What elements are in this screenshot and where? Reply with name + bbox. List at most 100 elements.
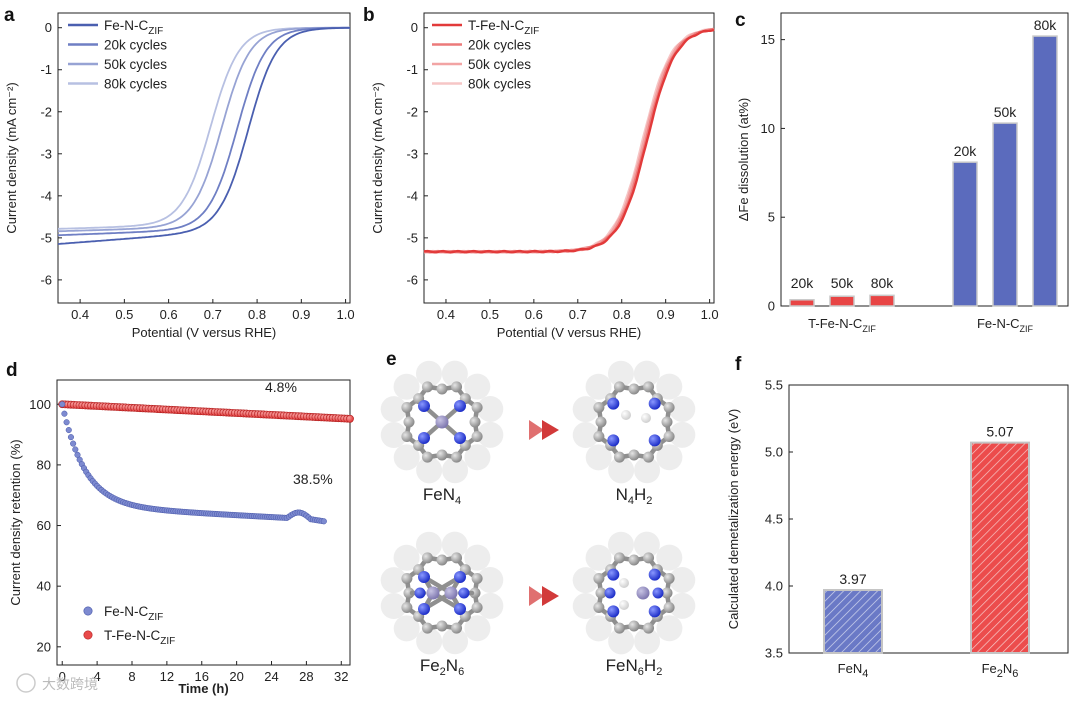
panel-b-ytick-label-5: -5 xyxy=(406,230,418,245)
panel-b-series-0-line xyxy=(423,28,715,254)
panel-a-ytick-label-0: 0 xyxy=(45,20,52,35)
structure-2-label: Fe2N6 xyxy=(420,656,464,678)
structure-3-h-halo xyxy=(633,531,660,558)
panel-c-ytick-label-3: 15 xyxy=(761,32,775,47)
panel-c-frame xyxy=(780,12,1069,307)
panel-c-bar-label-1-2: 80k xyxy=(1034,17,1058,33)
panel-c-chart: 0 5 10 15 ΔFe dissolution (at%) 20k 50k 80k T-Fe… xyxy=(736,12,1069,334)
panel-b-legend-label-0: T-Fe-N-CZIF xyxy=(468,18,539,37)
panel-c-group-label-0: T-Fe-N-CZIF xyxy=(808,316,876,334)
panel-d-xtick-label-0: 0 xyxy=(59,669,66,684)
panel-d-point-blue xyxy=(320,518,327,525)
structure-0-carbon xyxy=(451,381,463,393)
structure-2-label-part-2: N xyxy=(446,656,458,675)
panel-d-ytick-label-0: 20 xyxy=(37,639,51,654)
structure-1-label-part-0: N xyxy=(616,485,628,504)
structure-0-carbon xyxy=(451,451,463,463)
structure-3-hydrogen xyxy=(619,600,629,610)
panel-label-e: e xyxy=(386,349,397,370)
structure-1-carbon xyxy=(628,383,640,395)
panel-a-legend-label-2-main: 50k cycles xyxy=(104,57,167,72)
structure-3-nitrogen xyxy=(652,587,664,599)
panel-a-ytick-label-4: -4 xyxy=(40,188,52,203)
panel-f-category-label-1-part-2: N xyxy=(1003,661,1012,676)
panel-c-ytick-label-0: 0 xyxy=(768,299,775,314)
structure-2-h-halo xyxy=(441,531,468,558)
panel-d-point-blue xyxy=(72,446,79,453)
panel-b-frame xyxy=(423,12,715,304)
structure-2-carbon xyxy=(451,622,463,634)
panel-a-xtick-label-2: 0.6 xyxy=(160,307,178,322)
panel-f-category-label-1-part-0: Fe xyxy=(982,661,997,676)
structure-0-carbon xyxy=(401,431,413,443)
panel-d-xtick-label-5: 20 xyxy=(229,669,243,684)
panel-c-group-label-0-main: T-Fe-N-C xyxy=(808,316,862,331)
watermark-icon xyxy=(16,673,36,693)
panel-a-legend-label-0-main: Fe-N-C xyxy=(104,18,148,33)
structure-2-carbon xyxy=(471,572,483,584)
panel-a-legend-label-3: 80k cycles xyxy=(104,77,167,92)
structure-0-nitrogen xyxy=(454,432,466,444)
panel-b-ytick-label-6: -6 xyxy=(406,272,418,287)
panel-a-xtick-label-4: 0.8 xyxy=(248,307,266,322)
structure-2-h-halo xyxy=(464,544,491,571)
structure-2-h-halo xyxy=(464,615,491,642)
panel-c-bar-0-2 xyxy=(869,294,895,307)
structure-2-label-part-0: Fe xyxy=(420,656,440,675)
arrow-front-0 xyxy=(542,420,559,440)
panel-b-ytick-label-0: 0 xyxy=(411,20,418,35)
structure-0-h-halo xyxy=(380,422,407,449)
panel-b-xlabel: Potential (V versus RHE) xyxy=(497,325,642,340)
structure-0-h-halo xyxy=(464,373,491,400)
structure-2-h-halo xyxy=(380,567,407,594)
structure-3-h-halo xyxy=(607,531,634,558)
panel-f-bar-0 xyxy=(823,589,883,655)
panel-d-legend-label-1-main: T-Fe-N-C xyxy=(104,628,160,643)
panel-b-ytick-label-1: -1 xyxy=(406,62,418,77)
structure-1-carbon xyxy=(593,431,605,443)
panel-c-bar-1-2 xyxy=(1032,35,1058,307)
structure-1-h-halo xyxy=(656,373,683,400)
structure-3-nitrogen xyxy=(607,605,620,618)
structure-1-h-halo xyxy=(608,457,635,484)
panel-b-ylabel: Current density (mA cm⁻²) xyxy=(370,82,385,233)
panel-d-point-blue xyxy=(70,440,77,447)
structure-1-label-part-2: H xyxy=(634,485,646,504)
structure-3-h-halo xyxy=(656,615,683,642)
panel-b-xtick-label-5: 0.9 xyxy=(657,307,675,322)
panel-f-ytick-label-1: 4.0 xyxy=(765,579,783,594)
panel-a-ytick-label-2: -2 xyxy=(40,104,52,119)
panel-d-ylabel: Current density retention (%) xyxy=(8,439,23,605)
panel-f-category-label-0-part-0: FeN xyxy=(838,661,863,676)
structure-2-carbon xyxy=(436,554,448,566)
panel-b-xtick-label-6: 1.0 xyxy=(701,307,719,322)
structure-2-carbon xyxy=(421,622,433,634)
structure-3-nitrogen xyxy=(604,587,616,599)
panel-d-xtick-label-2: 8 xyxy=(128,669,135,684)
panel-a-legend-label-3-main: 80k cycles xyxy=(104,77,167,92)
structure-3-carbon xyxy=(661,587,673,599)
panel-d-annotation-blue: 38.5% xyxy=(293,471,333,487)
structure-2-carbon xyxy=(401,602,413,614)
structure-2-carbon xyxy=(403,587,415,599)
panel-d-point-blue xyxy=(61,410,68,417)
structure-0-carbon xyxy=(421,381,433,393)
panel-d-ytick-label-1: 40 xyxy=(37,579,51,594)
panel-b-legend-label-2: 50k cycles xyxy=(468,57,531,72)
structure-1-carbon xyxy=(595,416,607,428)
panel-d-legend-label-1-sub: ZIF xyxy=(160,636,175,647)
panel-a-ytick-label-1: -1 xyxy=(40,62,52,77)
structure-1-carbon xyxy=(613,381,625,393)
structure-0-carbon xyxy=(436,449,448,461)
structure-1-h-halo xyxy=(585,444,612,471)
structure-0-nitrogen xyxy=(418,400,430,412)
structure-3-h-halo xyxy=(634,628,661,655)
panel-b-xtick-label-3: 0.7 xyxy=(569,307,587,322)
structure-3-h-halo xyxy=(572,593,599,620)
structure-2-h-halo xyxy=(477,592,504,619)
panel-f-category-label-0-part-1: 4 xyxy=(862,668,868,680)
structure-3-h-halo xyxy=(585,615,612,642)
panel-f-ytick-label-2: 4.5 xyxy=(765,512,783,527)
structure-0-carbon xyxy=(421,451,433,463)
